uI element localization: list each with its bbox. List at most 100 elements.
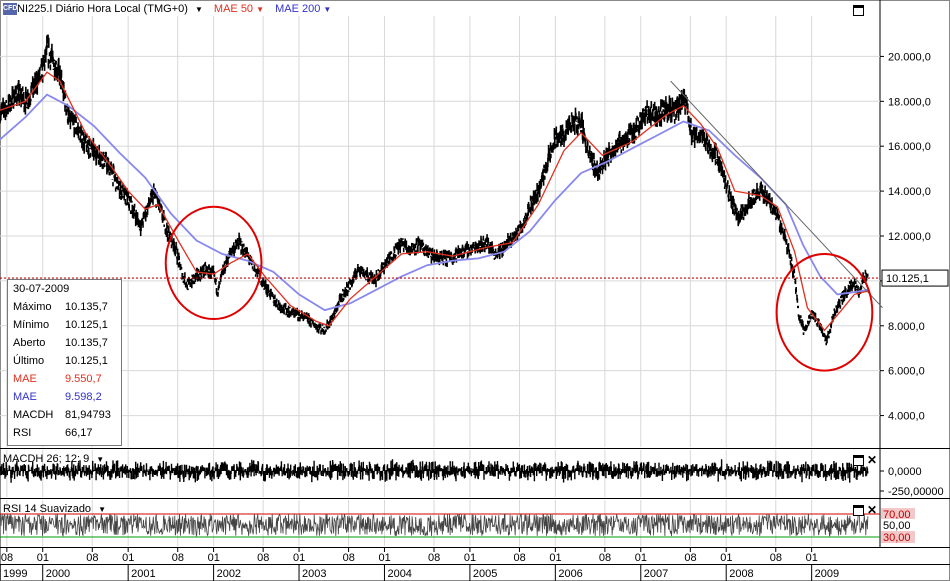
macd-tick-label: 0,0000 xyxy=(888,466,922,478)
rsi-level-label: 30,00 xyxy=(883,532,911,544)
rsi-maximize-button[interactable] xyxy=(853,505,864,516)
month-tick-label: 08 xyxy=(428,552,440,564)
chart-header: CFDNI225.I Diário Hora Local (TMG+0) ▼ M… xyxy=(3,2,331,17)
month-tick-label: 08 xyxy=(343,552,355,564)
macd-maximize-button[interactable] xyxy=(853,455,864,466)
annotation-circle xyxy=(164,205,263,321)
main-maximize-button[interactable] xyxy=(853,5,864,16)
macd-dropdown-icon[interactable]: ▼ xyxy=(96,455,105,464)
info-row-key: Máximo xyxy=(13,301,52,313)
month-tick-label: 08 xyxy=(1,552,13,564)
info-row-value: 10.125,1 xyxy=(65,319,108,331)
y-tick-label: 20.000,0 xyxy=(888,51,931,63)
instrument-dropdown-icon[interactable]: ▼ xyxy=(194,5,203,14)
info-row-value: 10.135,7 xyxy=(65,301,108,313)
ma50-dropdown-icon[interactable]: ▼ xyxy=(256,5,265,14)
last-price-label: 10.125,1 xyxy=(886,273,929,285)
year-tick-label: 2005 xyxy=(473,568,497,580)
ma200-dropdown-icon[interactable]: ▼ xyxy=(323,5,332,14)
ma200-label[interactable]: MAE 200 xyxy=(275,3,321,15)
info-row-value: 10.135,7 xyxy=(65,337,108,349)
rsi-close-icon[interactable]: ✕ xyxy=(867,503,878,517)
rsi-header: RSI 14 Suavizado ▼ xyxy=(3,502,106,517)
info-row-key: MAE xyxy=(13,373,37,385)
year-tick-label: 2001 xyxy=(131,568,155,580)
year-tick-label: 2002 xyxy=(217,568,241,580)
rsi-dropdown-icon[interactable]: ▼ xyxy=(98,505,107,514)
instrument-label[interactable]: NI225.I Diário Hora Local (TMG+0) xyxy=(17,3,188,15)
info-date: 30-07-2009 xyxy=(13,283,70,295)
month-tick-label: 01 xyxy=(208,552,220,564)
year-tick-label: 2000 xyxy=(46,568,70,580)
y-tick-label: 4.000,0 xyxy=(888,411,925,423)
info-row: Último 10.125,1 xyxy=(13,354,123,368)
month-tick-label: 08 xyxy=(86,552,98,564)
info-row-key: Mínimo xyxy=(13,319,50,331)
info-row: Mínimo 10.125,1 xyxy=(13,318,123,332)
month-tick-label: 08 xyxy=(770,552,782,564)
y-tick-label: 6.000,0 xyxy=(888,366,925,378)
month-tick-label: 01 xyxy=(378,552,390,564)
rsi-label[interactable]: RSI 14 Suavizado xyxy=(3,503,92,515)
year-tick-label: 1999 xyxy=(3,568,27,580)
macd-header: MACDH 26; 12; 9 ▼ xyxy=(3,452,104,467)
year-tick-label: 2006 xyxy=(558,568,582,580)
month-tick-label: 01 xyxy=(720,552,732,564)
month-tick-label: 01 xyxy=(37,552,49,564)
month-tick-label: 08 xyxy=(684,552,696,564)
month-tick-label: 01 xyxy=(806,552,818,564)
info-row: MAE 9.598,2 xyxy=(13,390,123,404)
y-tick-label: 12.000,0 xyxy=(888,231,931,243)
info-row: MAE 9.550,7 xyxy=(13,372,123,386)
macd-close-icon[interactable]: ✕ xyxy=(867,453,878,467)
price-bars xyxy=(0,34,869,346)
y-tick-label: 8.000,0 xyxy=(888,321,925,333)
info-row: Máximo 10.135,7 xyxy=(13,300,123,314)
info-row-value: 10.125,1 xyxy=(65,355,108,367)
data-info-box: 30-07-2009 Máximo 10.135,7 Mínimo 10.125,1 A… xyxy=(7,279,122,446)
rsi-level-box xyxy=(881,519,915,531)
info-row-key: MAE xyxy=(13,391,37,403)
info-row-key: Último xyxy=(13,355,45,367)
rsi-level-label: 50,00 xyxy=(883,520,911,532)
x-axis: 08 01 08 01 08 01 08 01 08 01 08 01 08 01 08 01 08 01 08 01… xyxy=(0,548,950,581)
cfd-logo-icon: CFD xyxy=(3,3,17,16)
trend-line xyxy=(670,80,883,309)
info-row-value: 9.598,2 xyxy=(65,391,102,403)
macd-panel: 0,0000 -250,00000 xyxy=(0,459,944,498)
ma50-label[interactable]: MAE 50 xyxy=(213,3,254,15)
info-row: RSI 66,17 xyxy=(13,426,123,440)
year-tick-label: 2004 xyxy=(387,568,411,580)
month-tick-label: 01 xyxy=(464,552,476,564)
year-tick-label: 2009 xyxy=(815,568,839,580)
info-row-key: RSI xyxy=(13,427,32,439)
macd-tick-label: -250,00000 xyxy=(888,486,944,498)
annotation-circle xyxy=(775,252,874,372)
year-tick-label: 2007 xyxy=(644,568,668,580)
last-price-box xyxy=(881,269,949,287)
info-row-value: 9.550,7 xyxy=(65,373,102,385)
info-row: MACDH 81,94793 xyxy=(13,408,123,422)
y-tick-label: 14.000,0 xyxy=(888,186,931,198)
y-tick-label: 16.000,0 xyxy=(888,141,931,153)
info-row: Aberto 10.135,7 xyxy=(13,336,123,350)
info-row-value: 66,17 xyxy=(65,427,93,439)
info-row-key: MACDH xyxy=(13,409,54,421)
main-panel xyxy=(0,34,883,372)
month-tick-label: 01 xyxy=(293,552,305,564)
macd-label[interactable]: MACDH 26; 12; 9 xyxy=(3,453,90,465)
y-axis: 4.000,06.000,08.000,010.000,012.000,014.… xyxy=(880,51,949,423)
rsi-level-box xyxy=(881,531,915,543)
macd-histogram xyxy=(0,459,869,483)
year-tick-label: 2008 xyxy=(729,568,753,580)
month-tick-label: 01 xyxy=(122,552,134,564)
year-tick-label: 2003 xyxy=(302,568,326,580)
month-tick-label: 08 xyxy=(513,552,525,564)
rsi-level-label: 70,00 xyxy=(883,509,911,521)
info-row-value: 81,94793 xyxy=(65,409,111,421)
